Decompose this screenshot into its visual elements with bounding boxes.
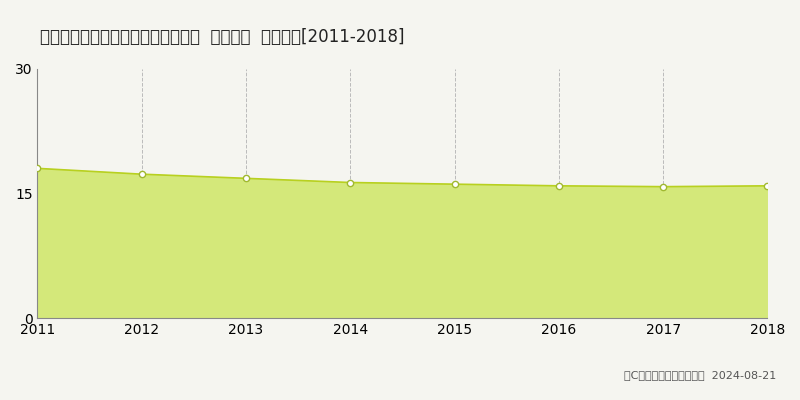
Text: （C）土地価格ドットコム  2024-08-21: （C）土地価格ドットコム 2024-08-21 xyxy=(624,370,776,380)
Text: 青森県八戸市石堂２丁目１０番８外  地価公示  地価推移[2011-2018]: 青森県八戸市石堂２丁目１０番８外 地価公示 地価推移[2011-2018] xyxy=(40,28,405,46)
